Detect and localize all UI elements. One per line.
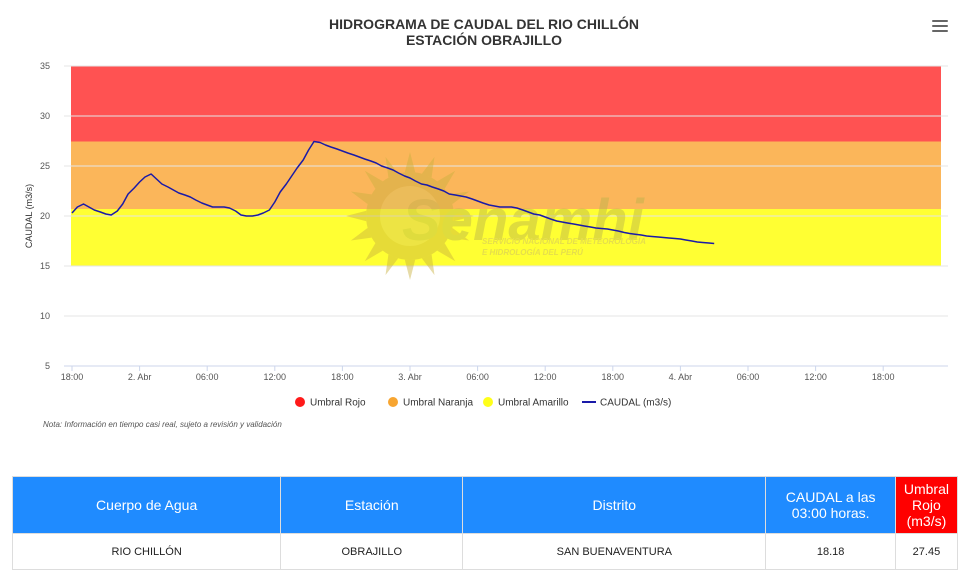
- menu-bar-1: [932, 20, 948, 22]
- legend-label: Umbral Rojo: [310, 398, 366, 409]
- x-tick-label: 12:00: [804, 372, 827, 382]
- header-estacion: Estación: [280, 476, 464, 534]
- x-tick-label: 12:00: [264, 372, 287, 382]
- sun-ray: [385, 254, 399, 276]
- legend-label: Umbral Amarillo: [498, 398, 569, 409]
- legend-symbol: [483, 397, 493, 407]
- table-row: RIO CHILLÓN OBRAJILLO SAN BUENAVENTURA 1…: [11, 533, 959, 570]
- sun-ray: [346, 210, 367, 222]
- watermark-brand: Senamhi: [402, 188, 646, 253]
- legend-symbol: [388, 397, 398, 407]
- sun-ray: [350, 227, 372, 241]
- band-umbral-rojo: [71, 66, 941, 142]
- series-line-caudal: [71, 140, 715, 245]
- sun-ray: [421, 254, 435, 276]
- sun-ray: [404, 259, 416, 280]
- x-tick-label: 06:00: [196, 372, 219, 382]
- threshold-bands: [71, 66, 941, 266]
- legend-item-umbral-amarillo: Umbral Amarillo: [483, 397, 569, 409]
- legend-item-caudal-m3-s: CAUDAL (m3/s): [582, 398, 671, 409]
- cell-estacion: OBRAJILLO: [280, 533, 464, 570]
- x-tick-label: 18:00: [331, 372, 354, 382]
- y-axis: 5 10 15 20 25 30 35: [40, 61, 50, 371]
- band-umbral-amarillo: [71, 209, 941, 266]
- watermark-line2: E HIDROLOGÍA DEL PERÚ: [482, 248, 583, 257]
- chart-title-line2: ESTACIÓN OBRAJILLO: [406, 31, 562, 48]
- senamhi-watermark: Senamhi SERVICIO NACIONAL DE METEOROLOGÍ…: [346, 152, 646, 280]
- data-note: Nota: Información en tiempo casi real, s…: [43, 420, 282, 429]
- series-layer: [71, 140, 715, 245]
- sun-ray: [437, 170, 456, 189]
- x-tick-label: 12:00: [534, 372, 557, 382]
- y-tick-label: 25: [40, 161, 50, 171]
- y-tick-label: 20: [40, 211, 50, 221]
- y-axis-title: CAUDAL (m3/s): [24, 184, 34, 248]
- x-tick-label: 4. Abr: [669, 372, 693, 382]
- hamburger-menu-icon[interactable]: [932, 20, 948, 34]
- y-tick-label: 15: [40, 261, 50, 271]
- legend-item-umbral-naranja: Umbral Naranja: [388, 397, 473, 409]
- cell-cuerpo-de-agua: RIO CHILLÓN: [11, 533, 282, 570]
- x-tick-label: 06:00: [737, 372, 760, 382]
- x-tick-label: 2. Abr: [128, 372, 152, 382]
- header-distrito: Distrito: [462, 476, 767, 534]
- sun-ray: [364, 170, 383, 189]
- watermark-line1: SERVICIO NACIONAL DE METEOROLOGÍA: [482, 237, 646, 246]
- hydrograph-chart: HIDROGRAMA DE CAUDAL DEL RIO CHILLÓN EST…: [24, 15, 948, 429]
- x-tick-label: 18:00: [61, 372, 84, 382]
- sun-ray: [453, 210, 474, 222]
- header-umbral-rojo: Umbral Rojo (m3/s): [894, 476, 959, 534]
- header-caudal: CAUDAL a las 03:00 horas.: [765, 476, 896, 534]
- x-tick-label: 06:00: [466, 372, 489, 382]
- cell-umbral-rojo: 27.45: [894, 533, 959, 570]
- legend-symbol: [295, 397, 305, 407]
- x-axis: 18:00 2. Abr 06:00 12:00 18:00 3. Abr 06:00 12:…: [61, 365, 948, 382]
- x-tick-label: 18:00: [872, 372, 895, 382]
- cell-distrito: SAN BUENAVENTURA: [462, 533, 767, 570]
- x-tick-label: 3. Abr: [398, 372, 422, 382]
- sun-ray: [437, 243, 456, 262]
- sun-ray: [364, 243, 383, 262]
- y-tick-label: 10: [40, 311, 50, 321]
- chart-title-line1: HIDROGRAMA DE CAUDAL DEL RIO CHILLÓN: [329, 15, 639, 32]
- legend-label: Umbral Naranja: [403, 398, 473, 409]
- y-tick-label: 35: [40, 61, 50, 71]
- y-tick-label: 30: [40, 111, 50, 121]
- legend: Umbral Rojo Umbral Naranja Umbral Amarillo…: [295, 397, 671, 409]
- sun-ray: [404, 152, 416, 173]
- band-umbral-naranja: [71, 141, 941, 209]
- sun-ray: [421, 156, 435, 178]
- header-cuerpo-de-agua: Cuerpo de Agua: [11, 476, 282, 534]
- legend-item-umbral-rojo: Umbral Rojo: [295, 397, 366, 409]
- sun-logo-icon: [346, 152, 474, 280]
- sun-ray: [448, 227, 470, 241]
- table-header-row: Cuerpo de Agua Estación Distrito CAUDAL …: [11, 476, 959, 534]
- sun-ray: [350, 191, 372, 205]
- menu-bar-3: [932, 30, 948, 32]
- station-info-table: Cuerpo de Agua Estación Distrito CAUDAL …: [11, 476, 959, 570]
- legend-label: CAUDAL (m3/s): [600, 398, 671, 409]
- x-tick-label: 18:00: [602, 372, 625, 382]
- y-tick-label: 5: [45, 361, 50, 371]
- menu-bar-2: [932, 25, 948, 27]
- cell-caudal: 18.18: [765, 533, 896, 570]
- sun-ray: [385, 156, 399, 178]
